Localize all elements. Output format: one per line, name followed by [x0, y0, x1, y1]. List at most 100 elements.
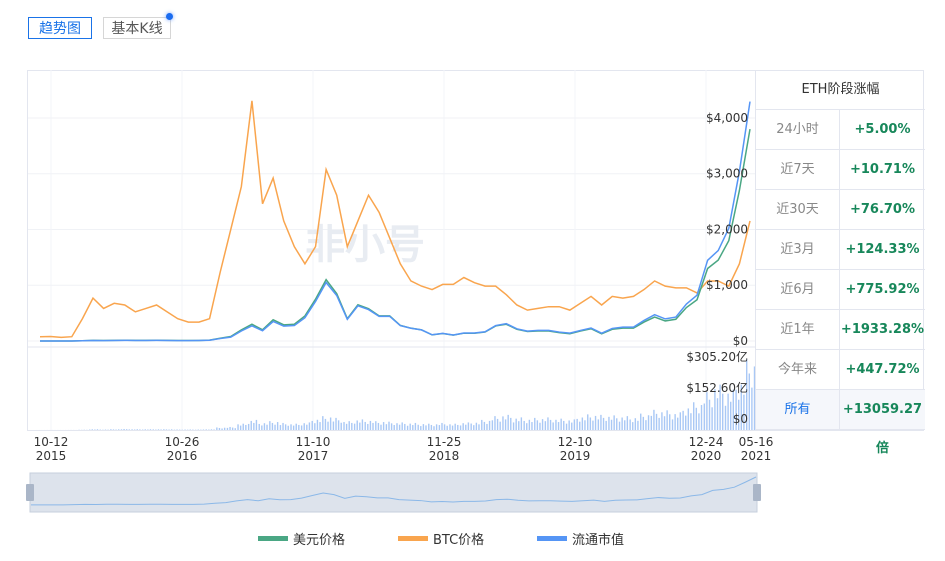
volume-bar — [274, 424, 276, 430]
volume-bar — [589, 417, 592, 430]
volume-bar — [319, 422, 321, 430]
volume-bar — [372, 422, 374, 430]
eth-change-table: ETH阶段涨幅 24小时 +5.00% 近7天 +10.71% 近30天 +76.70% 近… — [755, 70, 925, 456]
table-row: 今年来 +447.72% — [756, 350, 925, 390]
volume-bar — [139, 429, 141, 430]
volume-bar — [481, 419, 483, 430]
volume-bar — [520, 417, 523, 430]
tab-kline[interactable]: 基本K线 — [103, 17, 171, 39]
x-tick-year: 2017 — [298, 449, 329, 463]
volume-bar — [189, 429, 191, 430]
volume-bar — [385, 424, 388, 430]
volume-bar — [594, 415, 597, 430]
volume-bar — [536, 420, 539, 430]
volume-bar — [258, 423, 260, 430]
volume-bar — [600, 414, 602, 430]
period-label: 近1年 — [756, 310, 840, 349]
chart-panel — [27, 70, 924, 431]
volume-bar — [131, 429, 133, 430]
change-value: +13059.27倍 — [842, 402, 923, 456]
volume-tick-label: $152.60亿 — [686, 380, 748, 395]
volume-bar — [176, 429, 178, 430]
zoom-window[interactable] — [29, 472, 758, 513]
change-value: +76.70% — [849, 202, 916, 217]
volume-bar — [295, 423, 297, 430]
tab-trend[interactable]: 趋势图 — [28, 17, 92, 39]
x-tick-label: 10-26 — [165, 435, 200, 449]
volume-bar — [722, 393, 724, 430]
volume-bar — [751, 387, 753, 430]
volume-bar — [608, 416, 610, 430]
volume-bar — [205, 429, 207, 430]
volume-bar — [327, 421, 329, 430]
volume-bar — [348, 421, 350, 430]
volume-bar — [547, 417, 549, 430]
volume-bar — [602, 417, 605, 430]
volume-bar — [526, 423, 528, 430]
volume-bar — [340, 422, 342, 430]
volume-bar — [375, 421, 377, 430]
change-value: +124.33% — [845, 242, 920, 257]
volume-bar — [637, 420, 639, 430]
volume-bar — [568, 420, 570, 430]
change-value: +10.71% — [849, 162, 916, 177]
volume-bar — [703, 403, 706, 430]
legend-item-market-cap[interactable]: 流通市值 — [537, 529, 624, 548]
table-row: 近1年 +1933.28% — [756, 310, 925, 350]
volume-bar — [549, 419, 552, 430]
volume-bar — [740, 384, 743, 430]
volume-bar — [292, 425, 295, 430]
x-tick-year: 2018 — [429, 449, 460, 463]
volume-bar — [565, 423, 568, 430]
volume-bar — [382, 422, 385, 430]
volume-bar — [616, 418, 618, 430]
data-zoom-slider[interactable] — [26, 472, 761, 513]
period-label: 24小时 — [756, 110, 840, 149]
change-value: +5.00% — [854, 122, 911, 137]
series-line-1 — [39, 100, 751, 339]
volume-bar — [343, 422, 345, 430]
volume-bar — [322, 416, 324, 430]
volume-bar — [396, 423, 398, 430]
volume-bar — [592, 420, 594, 430]
y-tick-label: $0 — [733, 334, 748, 348]
volume-bar — [597, 419, 600, 430]
volume-bar — [266, 424, 268, 430]
zoom-handle[interactable] — [753, 484, 761, 501]
change-value: +1933.28% — [840, 322, 925, 337]
x-tick-year: 2020 — [691, 449, 722, 463]
volume-bar — [433, 426, 435, 430]
volume-bar — [308, 422, 311, 430]
legend-item-usd-price[interactable]: 美元价格 — [258, 529, 345, 548]
volume-bar — [345, 423, 348, 430]
volume-bar — [478, 424, 480, 430]
zoom-handle[interactable] — [26, 484, 34, 501]
volume-bar — [605, 420, 607, 430]
volume-bar — [528, 419, 531, 430]
volume-bar — [231, 427, 234, 430]
volume-bar — [719, 384, 721, 430]
legend-item-btc-price[interactable]: BTC价格 — [398, 529, 484, 548]
y-tick-label: $2,000 — [706, 222, 748, 236]
volume-bar — [276, 422, 279, 430]
volume-bar — [136, 429, 138, 430]
volume-bar — [674, 414, 676, 430]
volume-bar — [539, 422, 541, 430]
table-row: 24小时 +5.00% — [756, 110, 925, 150]
volume-bar — [435, 424, 438, 430]
volume-bar — [642, 416, 645, 430]
volume-bar — [661, 412, 663, 430]
x-tick-year: 2016 — [167, 449, 198, 463]
volume-bar — [743, 394, 745, 430]
volume-bar — [711, 407, 713, 430]
legend-swatch — [258, 536, 288, 541]
volume-bar — [324, 418, 327, 430]
table-row[interactable]: 所有 +13059.27倍 — [756, 390, 925, 456]
volume-bar — [486, 423, 488, 430]
volume-bar — [234, 428, 236, 430]
volume-bar — [213, 429, 215, 430]
volume-bar — [473, 425, 475, 430]
volume-bar — [94, 429, 96, 430]
volume-bar — [311, 420, 313, 430]
